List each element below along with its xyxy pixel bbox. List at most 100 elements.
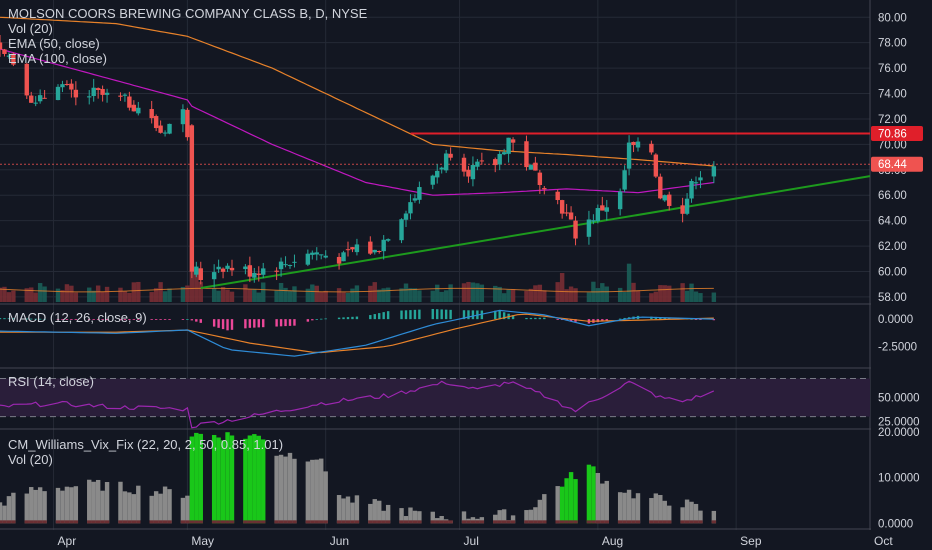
candle-body <box>658 176 663 199</box>
candle-body <box>60 84 65 88</box>
vix-volume-bar <box>256 520 261 524</box>
macd-histogram-bar <box>444 309 448 320</box>
macd-histogram-bar <box>418 309 421 320</box>
volume-bar <box>131 282 137 302</box>
macd-histogram-bar <box>431 308 434 320</box>
volume-bar <box>555 282 560 302</box>
vix-bar <box>493 514 498 524</box>
candle-body <box>104 92 110 95</box>
macd-histogram-bar <box>538 317 542 320</box>
macd-histogram-bar <box>137 319 140 320</box>
candle-body <box>430 175 435 185</box>
volume-bar <box>680 283 685 302</box>
volume-bar <box>122 291 128 302</box>
macd-histogram-bar <box>601 319 604 322</box>
volume-bar <box>470 282 476 302</box>
macd-histogram-bar <box>262 319 265 328</box>
macd-histogram-bar <box>279 319 283 327</box>
vix-bar <box>24 493 29 524</box>
macd-histogram-bar <box>467 310 470 320</box>
vix-volume-bar <box>220 520 226 524</box>
candle-body <box>323 255 328 258</box>
candle-body <box>501 152 507 155</box>
vix-volume-bar <box>2 520 7 524</box>
vix-volume-bar <box>122 520 128 524</box>
candle-body <box>252 272 257 278</box>
candle-body <box>274 270 279 272</box>
vix-volume-bar <box>372 520 377 524</box>
volume-bar <box>399 288 404 302</box>
vix-bar <box>194 432 199 524</box>
macd-histogram-bar <box>337 317 341 320</box>
vix-bar <box>412 510 418 524</box>
macd-histogram-bar <box>382 312 385 320</box>
candle-body <box>0 42 3 50</box>
vix-bar <box>2 505 7 524</box>
macd-histogram-bar <box>190 319 194 321</box>
volume-bar <box>573 288 578 302</box>
candle-body <box>310 252 315 255</box>
vix-bar <box>408 507 413 524</box>
volume-bar <box>256 292 261 302</box>
vix-bar <box>323 471 328 524</box>
volume-bar <box>33 292 38 302</box>
rsi-tick-label: 25.0000 <box>878 416 920 428</box>
volume-bar <box>662 285 667 302</box>
vix-bar <box>185 495 190 524</box>
volume-bar <box>653 291 659 302</box>
macd-histogram-bar <box>132 319 136 320</box>
candle-body <box>220 268 226 272</box>
vix-volume-bar <box>448 520 453 524</box>
vix-bar <box>381 510 386 524</box>
macd-histogram-bar <box>574 319 577 322</box>
volume-bar <box>287 290 293 302</box>
vix-bar <box>149 495 154 524</box>
vix-bar <box>292 458 297 524</box>
vix-volume-bar <box>662 520 667 524</box>
volume-bar <box>493 285 498 302</box>
volume-bar <box>118 287 123 302</box>
macd-histogram-bar <box>150 319 153 320</box>
candle-body <box>684 198 690 214</box>
macd-histogram-bar <box>230 319 234 330</box>
candle-body <box>510 139 516 143</box>
candle-body <box>533 162 538 171</box>
vix-bar <box>305 461 311 524</box>
vix-volume-bar <box>564 520 569 524</box>
volume-bar <box>354 285 360 302</box>
volume-bar <box>377 289 382 302</box>
candle-body <box>604 207 609 212</box>
vix-volume-bar <box>29 520 34 524</box>
vix-volume-bar <box>91 520 96 524</box>
vix-volume-bar <box>622 520 627 524</box>
vix-bar <box>350 502 355 524</box>
candle-body <box>127 96 132 108</box>
macd-legend: MACD (12, 26, close, 9) <box>8 310 147 325</box>
macd-histogram-bar <box>226 319 229 331</box>
vix-bar <box>622 492 627 524</box>
macd-histogram-bar <box>690 318 693 320</box>
vix-bar <box>626 489 632 524</box>
volume-bar <box>136 281 141 302</box>
vix-bar <box>586 464 592 524</box>
volume-bar <box>448 284 453 302</box>
vix-volume-bar <box>73 520 79 524</box>
candle-body <box>131 104 137 112</box>
vix-bar <box>167 489 172 524</box>
vix-volume-bar <box>658 520 663 524</box>
vix-volume-bar <box>149 520 154 524</box>
vix-volume-bar <box>167 520 172 524</box>
candle-body <box>350 247 355 250</box>
candle-body <box>194 266 199 275</box>
macd-histogram-bar <box>221 319 225 330</box>
candle-body <box>225 265 230 269</box>
vix-bar <box>69 487 74 524</box>
vix-volume-bar <box>412 520 418 524</box>
candle-body <box>385 239 391 241</box>
candle-body <box>95 88 101 90</box>
candle-body <box>698 177 703 181</box>
candle-body <box>662 195 667 201</box>
vix-bar <box>528 509 534 524</box>
volume-bar <box>292 286 297 302</box>
